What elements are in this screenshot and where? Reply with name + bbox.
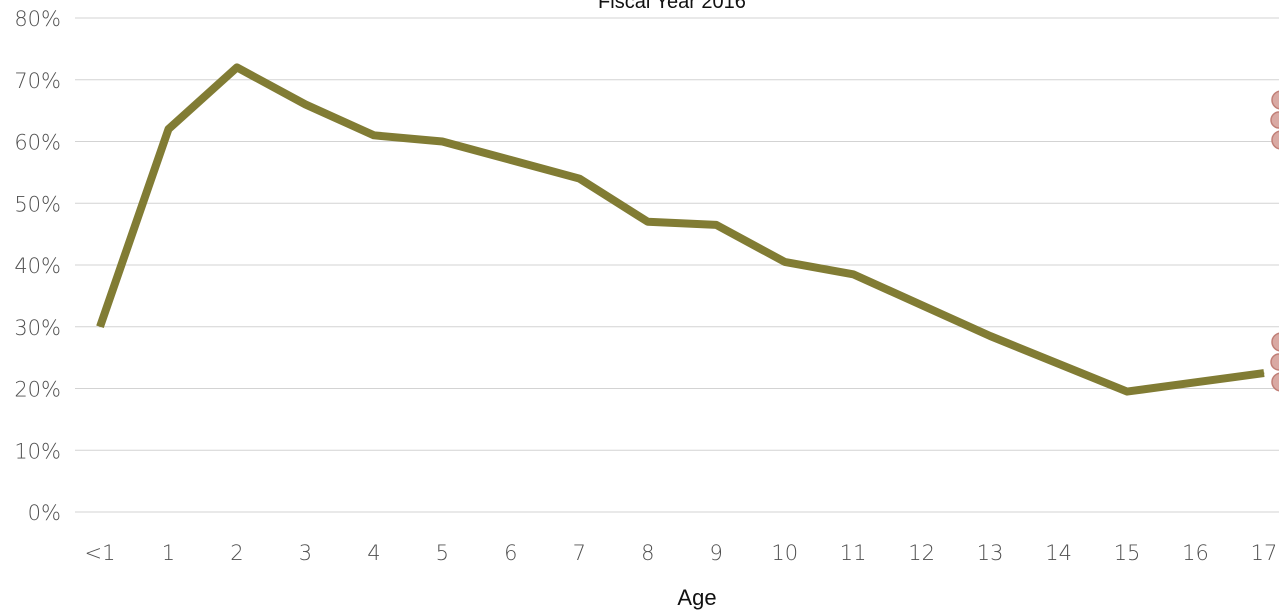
x-tick-label: 4 [367, 541, 380, 565]
gridlines [75, 17, 1279, 513]
x-tick-label: 15 [1114, 541, 1141, 565]
chart-title: Fiscal Year 2016 [598, 0, 746, 13]
x-tick-label: 6 [504, 541, 517, 565]
y-tick-label: 10% [14, 439, 61, 463]
data-point [1058, 363, 1060, 365]
x-tick-label: 13 [977, 541, 1004, 565]
y-tick-label: 20% [14, 378, 61, 402]
data-point [1263, 372, 1265, 374]
data-point [99, 326, 101, 328]
x-tick-label: 11 [840, 541, 867, 565]
x-tick-label: 2 [230, 541, 243, 565]
data-point [304, 103, 306, 105]
decorative-stamp [1270, 90, 1279, 392]
x-tick-label: 1 [162, 541, 175, 565]
y-axis-ticks: 0% 10% 20% 30% 40% 50% 60% 70% 80% [14, 7, 61, 525]
data-point [989, 335, 991, 337]
x-tick-label: 3 [299, 541, 312, 565]
y-tick-label: 0% [28, 501, 61, 525]
x-tick-label: 14 [1045, 541, 1072, 565]
x-tick-label: 8 [641, 541, 654, 565]
series-group [96, 63, 1265, 396]
data-point [510, 159, 512, 161]
data-point [578, 178, 580, 180]
x-axis-title: Age [677, 585, 716, 610]
y-tick-label: 40% [14, 254, 61, 278]
series-line [96, 63, 1265, 396]
data-point [236, 66, 238, 68]
y-tick-label: 70% [14, 69, 61, 93]
y-tick-label: 80% [14, 7, 61, 31]
x-tick-label: <1 [85, 541, 116, 565]
x-axis-ticks: <1 1 2 3 4 5 6 7 8 9 10 11 12 13 14 15 16 17 [85, 541, 1278, 565]
data-point [1126, 391, 1128, 393]
data-point [921, 304, 923, 306]
x-tick-label: 7 [573, 541, 586, 565]
x-tick-label: 12 [908, 541, 935, 565]
x-tick-label: 17 [1251, 541, 1278, 565]
y-tick-label: 60% [14, 131, 61, 155]
y-tick-label: 30% [14, 316, 61, 340]
data-point [715, 224, 717, 226]
x-tick-label: 16 [1182, 541, 1209, 565]
data-point [647, 221, 649, 223]
data-point [373, 134, 375, 136]
x-tick-label: 10 [771, 541, 798, 565]
data-point [167, 128, 169, 130]
data-point [441, 141, 443, 142]
x-tick-label: 5 [436, 541, 449, 565]
y-tick-label: 50% [14, 192, 61, 216]
data-point [784, 261, 786, 263]
data-point [852, 273, 854, 275]
x-tick-label: 9 [710, 541, 723, 565]
data-point [1195, 381, 1197, 383]
